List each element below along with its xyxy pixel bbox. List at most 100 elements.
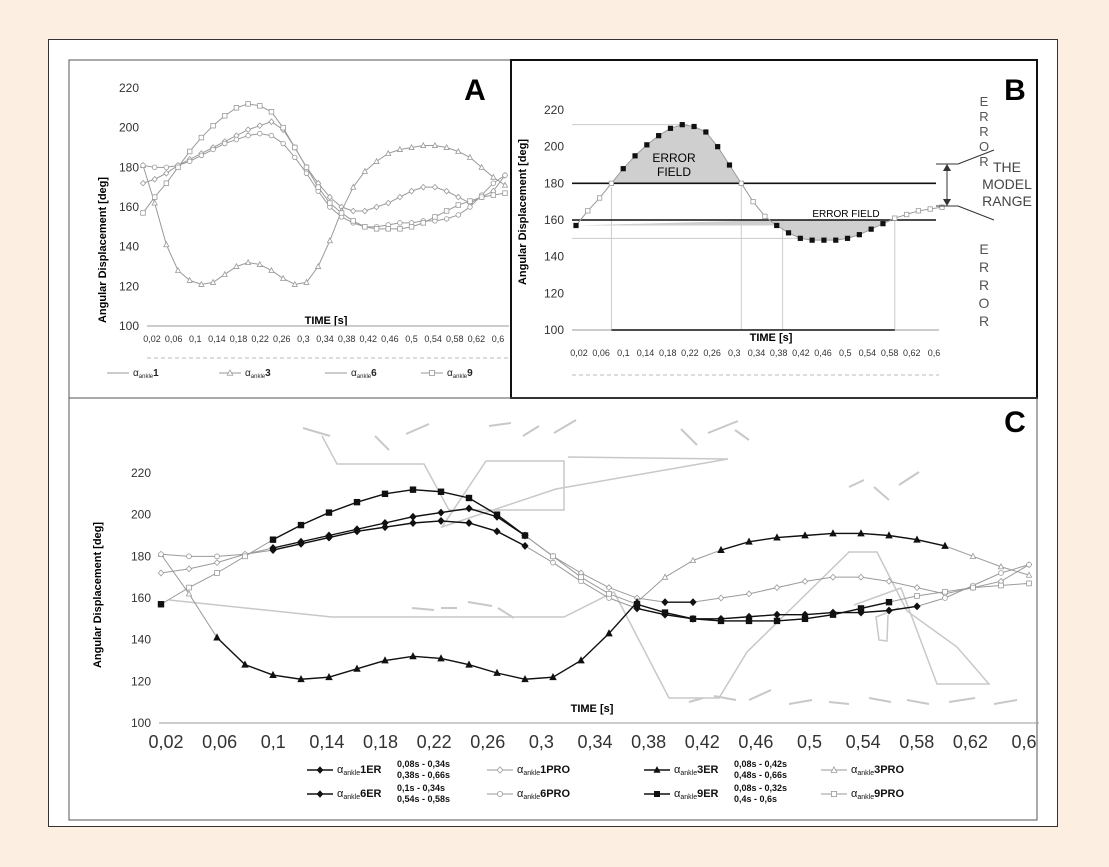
panel-c-pro-point — [857, 573, 865, 581]
panel-c-er-point — [829, 611, 837, 618]
panel-b-xtick: 0,18 — [659, 348, 677, 358]
legend-c-range: 0,08s - 0,32s — [734, 783, 787, 793]
panel-a-point — [139, 179, 147, 187]
panel-c-er-point — [941, 541, 949, 549]
panel-c-pro-point — [998, 570, 1004, 576]
panel-a-point — [151, 194, 158, 200]
panel-a-xlabel: TIME [s] — [305, 315, 348, 327]
panel-b-ylabel: Angular Displacement [deg] — [517, 139, 529, 285]
background-dash — [873, 486, 890, 501]
background-dash — [680, 428, 698, 446]
panel-b-xtick: 0,54 — [859, 348, 877, 358]
panel-a-point — [443, 216, 450, 222]
panel-c-pro-point — [213, 559, 221, 567]
panel-c-pro-point — [745, 590, 753, 598]
panel-a-xtick: 0,22 — [251, 334, 269, 344]
panel-c-pro-point — [185, 590, 193, 597]
panel-b-point — [726, 162, 733, 168]
panel-a-point — [210, 146, 216, 153]
panel-a-point — [257, 103, 263, 109]
panel-c-er-point — [689, 615, 697, 623]
panel-c-er-point — [717, 545, 725, 554]
panel-c-er-point — [353, 664, 361, 672]
panel-c-er-point — [409, 519, 417, 527]
legend-a-num: 6 — [371, 368, 377, 379]
panel-c-pro-point — [661, 573, 669, 580]
background-dash — [948, 697, 976, 703]
panel-c-er-line — [216, 601, 638, 680]
background-dash — [405, 423, 430, 435]
panel-c-ytick: 120 — [131, 674, 151, 688]
panel-a-xtick: 0,54 — [424, 334, 442, 344]
legend-c-name: 3PRO — [874, 764, 904, 776]
panel-c-er-point — [493, 527, 501, 536]
panel-b-ytick: 140 — [544, 250, 564, 264]
panel-b-point — [797, 235, 803, 241]
background-dash — [748, 689, 772, 701]
panel-b-point — [703, 129, 709, 135]
panel-c-xtick: 0,26 — [470, 732, 505, 752]
error-vertical-top: ERROR — [979, 94, 989, 169]
legend-a-label: αankle9 — [447, 368, 473, 380]
panel-a-point — [350, 207, 357, 215]
panel-a-point — [455, 212, 461, 218]
panel-a-point — [222, 113, 228, 119]
legend-c-name: 9PRO — [874, 788, 904, 800]
panel-b-point — [585, 208, 591, 214]
legend-c-range: 0,48s - 0,66s — [734, 770, 787, 780]
panel-a-point — [362, 224, 368, 230]
panel-b-point — [632, 153, 638, 159]
panel-a-xtick: 0,5 — [405, 334, 418, 344]
panel-a-ytick: 100 — [119, 319, 139, 333]
panel-c-xlabel: TIME [s] — [571, 703, 614, 715]
panel-a-point — [373, 203, 380, 211]
panel-b-point — [620, 166, 626, 172]
legend-c-name: 9ER — [697, 788, 718, 800]
error-field-bottom-label: ERROR FIELD — [812, 209, 879, 220]
panel-a-point — [420, 183, 427, 191]
panel-a-ytick: 160 — [119, 200, 139, 214]
panel-c-pro-point — [1026, 561, 1032, 568]
background-dash — [713, 695, 737, 701]
panel-a-ytick: 200 — [119, 121, 139, 135]
legend-c-sub: ankle — [523, 770, 540, 777]
panel-a-point — [198, 152, 205, 159]
panel-b-point — [656, 133, 662, 139]
panel-b-point — [809, 237, 815, 243]
panel-a-point — [385, 226, 391, 232]
panel-a-point — [163, 180, 170, 186]
panel-c-pro-point — [717, 594, 725, 602]
panel-a-letter: A — [464, 74, 486, 107]
panel-c-xtick: 0,46 — [738, 732, 773, 752]
panel-a-point — [279, 274, 287, 281]
panel-a-point — [338, 210, 345, 216]
panel-a-point — [292, 154, 298, 161]
panel-a-xtick: 0,58 — [446, 334, 464, 344]
panel-a-series-line — [142, 121, 506, 212]
panel-c-pro-point — [550, 553, 556, 560]
panel-a-point — [140, 210, 146, 216]
error-vertical-bottom: ERROR — [979, 241, 990, 329]
panel-b-point — [691, 123, 697, 130]
panel-c-er-point — [409, 652, 417, 660]
error-letter-top: R — [979, 154, 988, 169]
panel-c-pro-point — [214, 570, 220, 576]
panel-c-er-point — [605, 629, 613, 637]
background-trace — [875, 607, 900, 642]
panel-b-point — [844, 235, 851, 241]
panel-c-er-point — [269, 670, 277, 679]
background-dash — [488, 422, 512, 427]
legend-c-sub: ankle — [343, 794, 360, 801]
panel-c-pro-point — [942, 595, 948, 601]
panel-a-point — [373, 226, 380, 232]
background-dash — [553, 419, 577, 434]
background-dash — [906, 699, 930, 705]
model-range-line3: RANGE — [982, 193, 1032, 209]
legend-c-marker — [496, 791, 503, 798]
panel-c-xtick: 0,62 — [953, 732, 988, 752]
legend-c-sub: ankle — [857, 770, 874, 777]
panel-a-legend: αankle1 αankle3 αankle6 αankle9 — [107, 368, 473, 380]
panel-c-pro-point — [605, 584, 613, 592]
panel-a-point — [291, 280, 298, 287]
panel-a-point — [198, 280, 205, 287]
